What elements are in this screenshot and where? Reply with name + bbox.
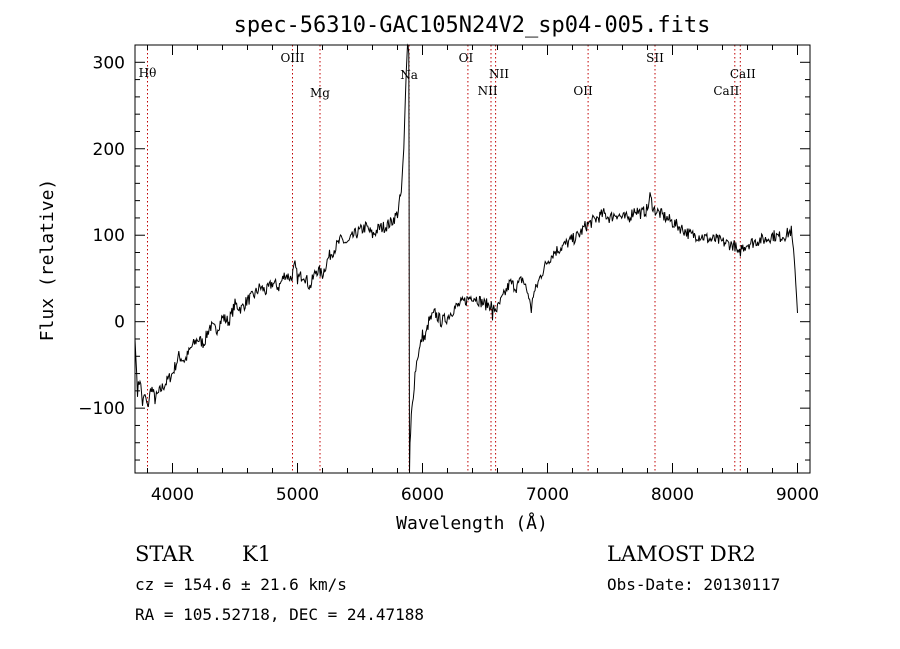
spectral-line-label: NII — [478, 84, 498, 98]
spectral-line-label: NII — [489, 67, 509, 81]
spectrum-series-line — [134, 43, 798, 474]
coordinates: RA = 105.52718, DEC = 24.47188 — [135, 605, 424, 624]
spectral-line-label: Mg — [310, 86, 330, 100]
y-axis-ticks: −100 0 100 200 300 — [78, 44, 810, 461]
spectral-line-label: Hθ — [139, 66, 157, 80]
cz-value: cz = 154.6 ± 21.6 km/s — [135, 575, 347, 594]
y-axis-title: Flux (relative) — [37, 179, 58, 342]
x-axis-title: Wavelength (Å) — [396, 512, 548, 534]
object-class: STAR — [135, 542, 194, 566]
survey-name: LAMOST DR2 — [607, 542, 756, 566]
x-tick-label: 6000 — [401, 485, 444, 505]
y-tick-label: −100 — [78, 399, 125, 419]
object-subclass: K1 — [242, 542, 271, 566]
y-tick-label: 300 — [93, 53, 125, 73]
obs-date: Obs-Date: 20130117 — [607, 575, 780, 594]
chart-title: spec-56310-GAC105N24V2_sp04-005.fits — [234, 13, 711, 38]
y-tick-label: 0 — [114, 313, 125, 333]
x-tick-label: 7000 — [526, 485, 569, 505]
spectral-line-label: CaII — [730, 67, 756, 81]
spectral-line-label: OI — [459, 51, 474, 65]
spectral-line-label: SII — [646, 51, 664, 65]
x-tick-label: 4000 — [151, 485, 194, 505]
spectral-line-label: CaII — [713, 84, 739, 98]
spectral-line-label: OII — [573, 84, 593, 98]
spectral-line-markers — [147, 45, 741, 473]
x-tick-label: 9000 — [776, 485, 819, 505]
x-tick-label: 8000 — [651, 485, 694, 505]
spectral-line-label: OIII — [280, 51, 304, 65]
y-tick-label: 200 — [93, 140, 125, 160]
y-tick-label: 100 — [93, 226, 125, 246]
x-axis-ticks: 4000 5000 6000 7000 8000 9000 — [147, 45, 819, 505]
plot-frame — [134, 44, 811, 474]
x-tick-label: 5000 — [276, 485, 319, 505]
